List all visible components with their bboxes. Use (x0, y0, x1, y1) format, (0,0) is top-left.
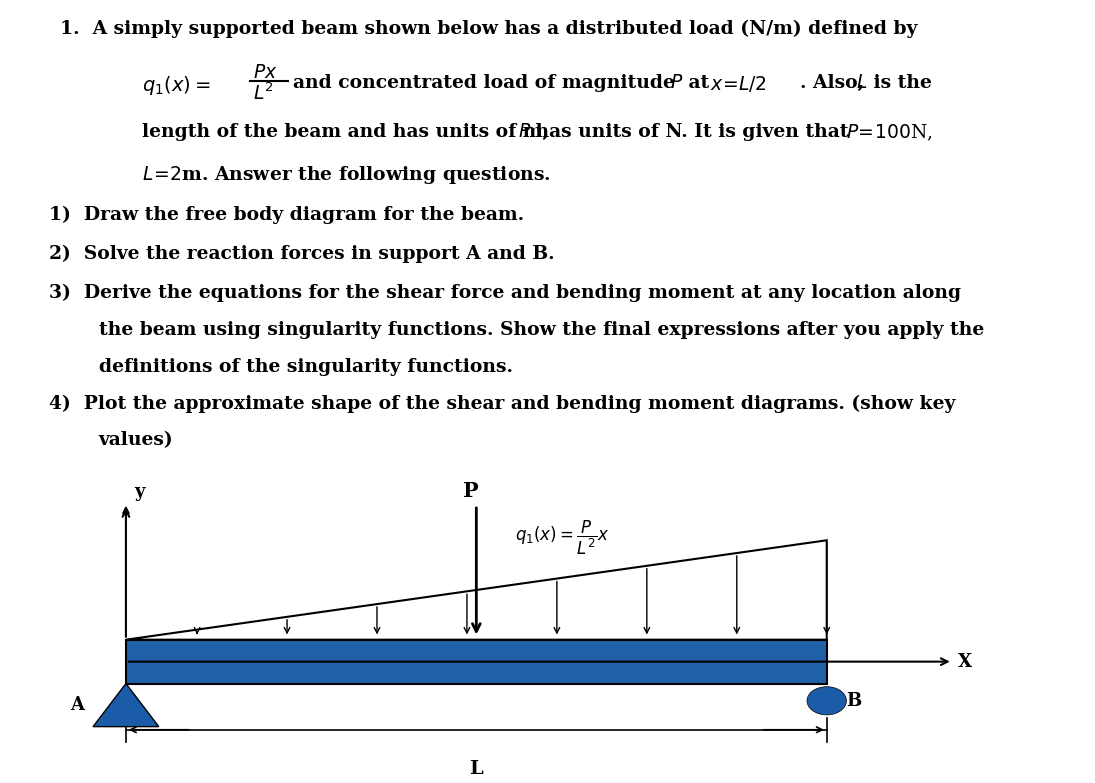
Text: has units of N. It is given that: has units of N. It is given that (529, 123, 855, 141)
Text: X: X (958, 653, 972, 670)
Text: $x\!=\!L/2$: $x\!=\!L/2$ (710, 74, 766, 95)
Text: y: y (135, 483, 146, 501)
Text: $L\!=\!2$m. Answer the following questions.: $L\!=\!2$m. Answer the following questio… (142, 164, 551, 186)
Text: 2)  Solve the reaction forces in support A and B.: 2) Solve the reaction forces in support … (49, 245, 555, 263)
Text: values): values) (99, 431, 173, 449)
Text: 3)  Derive the equations for the shear force and bending moment at any location : 3) Derive the equations for the shear fo… (49, 284, 961, 302)
Text: length of the beam and has units of m,: length of the beam and has units of m, (142, 123, 556, 141)
Text: $L^2$: $L^2$ (253, 82, 274, 103)
Text: . Also,: . Also, (800, 74, 872, 92)
Text: A: A (70, 696, 84, 714)
Text: $P\!=\!100$N,: $P\!=\!100$N, (846, 123, 933, 143)
Polygon shape (126, 640, 827, 684)
Text: and concentrated load of magnitude: and concentrated load of magnitude (293, 74, 682, 92)
Text: definitions of the singularity functions.: definitions of the singularity functions… (99, 358, 512, 376)
Polygon shape (93, 684, 159, 727)
Text: is the: is the (867, 74, 932, 92)
Text: L: L (470, 760, 483, 778)
Text: 1.  A simply supported beam shown below has a distributed load (N/m) defined by: 1. A simply supported beam shown below h… (60, 20, 918, 38)
Text: 1)  Draw the free body diagram for the beam.: 1) Draw the free body diagram for the be… (49, 206, 525, 224)
Text: B: B (846, 692, 862, 709)
Text: at: at (682, 74, 716, 92)
Text: $q_1(x)=$: $q_1(x)=$ (142, 74, 211, 97)
Text: the beam using singularity functions. Show the final expressions after you apply: the beam using singularity functions. Sh… (99, 321, 983, 339)
Text: $Px$: $Px$ (253, 64, 277, 82)
Text: $P$: $P$ (670, 74, 683, 92)
Text: P: P (463, 481, 479, 501)
Circle shape (807, 687, 846, 715)
Text: $q_1(x)=\dfrac{P}{L^2}x$: $q_1(x)=\dfrac{P}{L^2}x$ (515, 518, 609, 557)
Text: 4)  Plot the approximate shape of the shear and bending moment diagrams. (show k: 4) Plot the approximate shape of the she… (49, 395, 956, 413)
Text: $P$: $P$ (518, 123, 531, 141)
Text: $L$: $L$ (856, 74, 867, 92)
